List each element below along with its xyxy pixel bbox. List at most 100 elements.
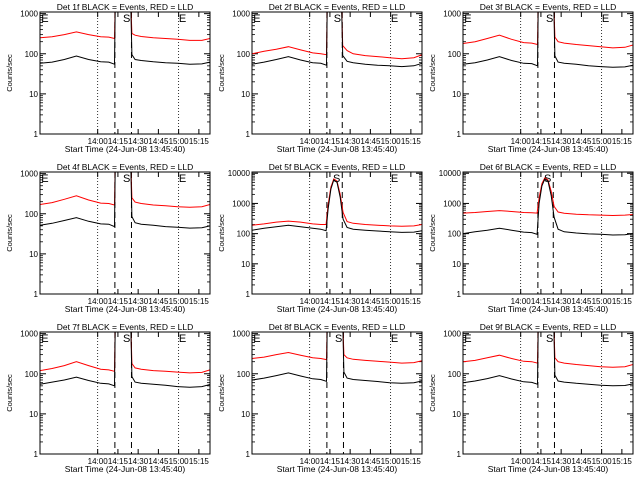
x-axis-label: Start Time (24-Jun-08 13:45:40) [488, 304, 609, 314]
y-tick-label: 100 [237, 50, 251, 59]
y-tick-label: 10000 [439, 169, 462, 178]
x-axis-label: Start Time (24-Jun-08 13:45:40) [277, 144, 398, 154]
y-axis-label: Counts/sec [5, 214, 14, 252]
interval-marker: E [253, 13, 260, 25]
panel-title: Det 8f BLACK = Events, RED = LLD [269, 322, 406, 332]
x-tick-label: 15:00 [592, 457, 613, 466]
lld-series-line [463, 12, 633, 49]
interval-marker: E [391, 173, 398, 185]
y-axis-label: Counts/sec [5, 54, 14, 92]
panel-5: Det 5f BLACK = Events, RED = LLD Counts/s… [217, 162, 423, 314]
interval-marker: S [123, 173, 130, 185]
y-tick-label: 10 [452, 410, 461, 419]
x-tick-label: 14:15 [320, 137, 341, 146]
interval-marker: S [544, 173, 551, 185]
y-tick-label: 100 [25, 210, 39, 219]
x-tick-label: 14:00 [300, 297, 321, 306]
plot-frame [462, 331, 634, 455]
interval-marker: E [179, 333, 186, 345]
y-tick-label: 1000 [232, 199, 250, 208]
x-tick-label: 14:15 [531, 297, 552, 306]
panel-title: Det 7f BLACK = Events, RED = LLD [57, 322, 194, 332]
y-tick-label: 100 [237, 230, 251, 239]
y-tick-label: 100 [25, 370, 39, 379]
interval-marker: E [464, 13, 471, 25]
y-axis-label: Counts/sec [428, 374, 437, 412]
x-tick-label: 14:00 [88, 297, 109, 306]
interval-marker: E [41, 13, 48, 25]
interval-marker: S [546, 333, 553, 345]
x-axis-label: Start Time (24-Jun-08 13:45:40) [488, 144, 609, 154]
y-axis-label: Counts/sec [217, 54, 226, 92]
x-tick-label: 15:15 [189, 457, 210, 466]
x-tick-label: 15:15 [189, 297, 210, 306]
panel-title: Det 5f BLACK = Events, RED = LLD [269, 162, 406, 172]
y-tick-label: 1 [457, 130, 462, 139]
x-tick-label: 14:30 [340, 137, 361, 146]
y-tick-label: 1000 [20, 10, 38, 19]
x-tick-label: 15:00 [592, 297, 613, 306]
y-tick-label: 1 [246, 130, 251, 139]
x-axis-label: Start Time (24-Jun-08 13:45:40) [65, 464, 186, 474]
x-tick-label: 15:00 [381, 457, 402, 466]
x-tick-label: 14:15 [531, 137, 552, 146]
x-tick-label: 15:15 [612, 457, 633, 466]
x-tick-label: 14:30 [340, 297, 361, 306]
x-tick-label: 14:30 [128, 137, 149, 146]
x-axis-label: Start Time (24-Jun-08 13:45:40) [277, 304, 398, 314]
plot-frame [39, 171, 211, 295]
lld-series-line [463, 177, 633, 217]
x-tick-label: 14:15 [108, 297, 129, 306]
events-series-line [252, 332, 422, 384]
lld-series-line [40, 332, 210, 374]
x-axis-label: Start Time (24-Jun-08 13:45:40) [277, 464, 398, 474]
x-tick-label: 14:45 [148, 137, 169, 146]
events-series-line [463, 12, 633, 68]
x-tick-label: 14:15 [320, 297, 341, 306]
x-tick-label: 15:00 [592, 137, 613, 146]
x-tick-label: 14:15 [531, 457, 552, 466]
x-tick-label: 14:45 [360, 457, 381, 466]
interval-marker: E [253, 333, 260, 345]
y-tick-label: 10 [241, 260, 250, 269]
panel-2: Det 2f BLACK = Events, RED = LLD Counts/s… [217, 2, 423, 154]
x-axis-label: Start Time (24-Jun-08 13:45:40) [65, 304, 186, 314]
x-tick-label: 14:00 [88, 137, 109, 146]
y-tick-label: 1000 [20, 170, 38, 179]
x-tick-label: 15:00 [169, 137, 190, 146]
lld-series-line [252, 12, 422, 60]
events-series-line [40, 332, 210, 388]
y-axis-label: Counts/sec [428, 54, 437, 92]
interval-marker: S [546, 13, 553, 25]
x-tick-label: 14:15 [320, 457, 341, 466]
interval-marker: E [602, 173, 609, 185]
lld-series-line [40, 172, 210, 208]
x-tick-label: 14:30 [551, 457, 572, 466]
panel-title: Det 4f BLACK = Events, RED = LLD [57, 162, 194, 172]
panel-3: Det 3f BLACK = Events, RED = LLD Counts/s… [428, 2, 634, 154]
x-tick-label: 15:00 [169, 457, 190, 466]
lld-series-line [40, 12, 210, 41]
x-tick-label: 14:00 [511, 137, 532, 146]
interval-marker: E [179, 13, 186, 25]
panel-4: Det 4f BLACK = Events, RED = LLD Counts/s… [5, 162, 211, 314]
y-tick-label: 10 [241, 410, 250, 419]
y-axis-label: Counts/sec [5, 374, 14, 412]
x-tick-label: 15:15 [612, 297, 633, 306]
x-tick-label: 14:00 [88, 457, 109, 466]
x-axis-label: Start Time (24-Jun-08 13:45:40) [65, 144, 186, 154]
interval-marker: E [464, 333, 471, 345]
lld-series-line [252, 178, 422, 227]
interval-marker: S [335, 333, 342, 345]
x-tick-label: 14:30 [340, 457, 361, 466]
panel-1: Det 1f BLACK = Events, RED = LLD Counts/s… [5, 2, 211, 154]
interval-marker: S [123, 13, 130, 25]
panel-title: Det 3f BLACK = Events, RED = LLD [480, 2, 617, 12]
x-tick-label: 14:30 [551, 297, 572, 306]
x-tick-label: 15:15 [401, 137, 422, 146]
interval-marker: S [123, 333, 130, 345]
x-tick-label: 15:00 [381, 297, 402, 306]
x-tick-label: 14:45 [148, 297, 169, 306]
y-tick-label: 1000 [443, 199, 461, 208]
y-tick-label: 1000 [232, 10, 250, 19]
